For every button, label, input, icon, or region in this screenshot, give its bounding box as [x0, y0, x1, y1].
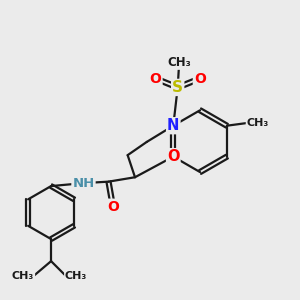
Text: O: O	[167, 149, 179, 164]
Text: O: O	[150, 72, 162, 86]
Text: S: S	[172, 80, 183, 95]
Text: CH₃: CH₃	[65, 271, 87, 281]
Text: NH: NH	[72, 177, 94, 190]
Text: CH₃: CH₃	[167, 56, 191, 69]
Text: N: N	[167, 118, 179, 133]
Text: CH₃: CH₃	[12, 271, 34, 281]
Text: O: O	[107, 200, 119, 214]
Text: CH₃: CH₃	[247, 118, 269, 128]
Text: O: O	[194, 72, 206, 86]
